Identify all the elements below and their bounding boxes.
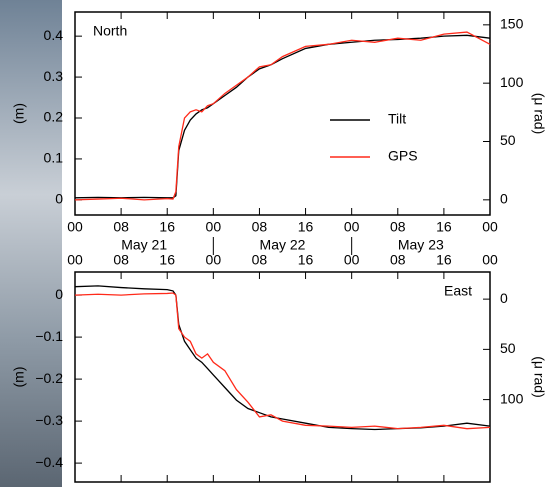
x-tick-label: 16 [159,219,175,235]
x-tick-label: 00 [67,252,83,268]
y-tick-label: −0.2 [35,370,63,386]
plot-frame [74,11,491,216]
x-tick-label: 16 [436,252,452,268]
series-line [74,292,491,430]
y2-tick-label: 150 [500,16,524,32]
y-tick-label: 0.3 [44,68,64,84]
date-label: May 21 [121,237,167,253]
y-tick-label: −0.4 [35,454,63,470]
y2-tick-label: 100 [500,74,524,90]
series-line [74,31,491,201]
y-tick-label: −0.1 [35,328,63,344]
y-axis-label: (m) [11,367,27,388]
panel-title: North [93,23,127,39]
x-tick-label: 00 [206,252,222,268]
y2-tick-label: 100 [500,390,524,406]
legend-label: Tilt [388,111,406,127]
x-tick-label: 16 [159,252,175,268]
y-tick-label: 0.2 [44,109,64,125]
plot-frame [74,271,491,483]
y2-tick-label: 50 [500,132,516,148]
y2-tick-label: 50 [500,340,516,356]
x-tick-label: 08 [252,219,268,235]
x-tick-label: 16 [436,219,452,235]
y-tick-label: −0.3 [35,412,63,428]
series-line [74,34,491,199]
x-tick-label: 08 [113,252,129,268]
x-tick-label: 00 [344,219,360,235]
y2-axis-label: (μ rad) [531,356,547,398]
date-label: May 23 [398,237,444,253]
y-tick-label: 0 [55,286,63,302]
x-tick-label: 16 [298,219,314,235]
date-label: May 22 [260,237,306,253]
y-tick-label: 0 [55,191,63,207]
series-line [74,285,491,431]
panel-title: East [444,283,472,299]
x-tick-label: 08 [390,252,406,268]
x-tick-label: 08 [113,219,129,235]
x-tick-label: 00 [67,219,83,235]
y-tick-label: 0.4 [44,27,64,43]
y2-tick-label: 0 [500,191,508,207]
y2-tick-label: 0 [500,290,508,306]
legend-label: GPS [388,148,418,164]
y-axis-label: (m) [11,103,27,124]
x-tick-label: 00 [344,252,360,268]
y-tick-label: 0.1 [44,150,64,166]
y2-axis-label: (μ rad) [531,93,547,135]
x-tick-label: 00 [482,252,498,268]
x-tick-label: 00 [206,219,222,235]
x-tick-label: 08 [390,219,406,235]
panel-background [62,0,550,487]
x-tick-label: 08 [252,252,268,268]
x-tick-label: 00 [482,219,498,235]
x-tick-label: 16 [298,252,314,268]
